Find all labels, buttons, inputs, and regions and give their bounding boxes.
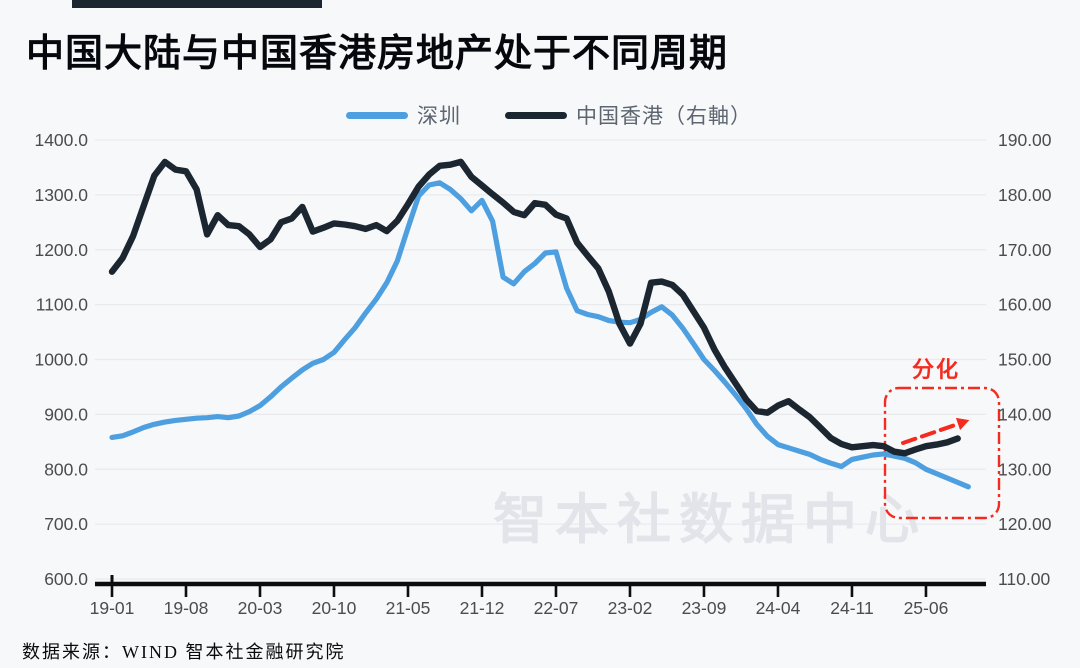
left-axis-tick-label: 1300.0 [34,185,88,205]
data-source-note: 数据来源：WIND 智本社金融研究院 [22,642,346,662]
left-axis-tick-label: 700.0 [44,514,88,534]
right-axis-tick-label: 190.00 [998,130,1052,150]
left-axis-tick-label: 600.0 [44,569,88,589]
x-axis-tick-label: 24-11 [830,598,873,618]
watermark-text: 智本社数据中心 [493,490,927,550]
chart-legend: 深圳 中国香港（右軸） [112,100,986,130]
x-axis-tick-label: 23-02 [608,598,653,618]
title-accent-bar [72,0,322,8]
right-axis-tick-label: 110.00 [998,569,1050,589]
x-axis-tick-label: 20-03 [238,598,283,618]
divergence-label: 分化 [912,357,960,382]
right-axis-tick-label: 180.00 [998,185,1052,205]
x-axis-tick-label: 19-01 [90,598,135,618]
shenzhen-line-swatch-icon [346,111,408,119]
left-axis-tick-label: 1100.0 [36,295,88,315]
series-line-shenzhen [109,180,971,490]
divergence-arrowhead [955,417,970,431]
legend-label-shenzhen: 深圳 [417,105,461,128]
divergence-arrow [901,422,960,445]
left-axis-tick-label: 1000.0 [34,350,88,370]
left-axis-tick-label: 1400.0 [34,130,88,150]
x-axis-tick-label: 21-12 [460,598,505,618]
legend-item-hongkong: 中国香港（右軸） [505,100,752,130]
right-axis-tick-label: 160.00 [998,295,1052,315]
x-axis-tick-label: 21-05 [386,598,431,618]
right-axis-tick-label: 130.00 [998,459,1052,479]
legend-label-hongkong: 中国香港（右軸） [576,105,752,128]
hongkong-line-swatch-icon [505,111,567,119]
chart-title: 中国大陆与中国香港房地产处于不同周期 [26,33,729,75]
x-axis-tick-label: 20-10 [312,598,357,618]
left-axis-tick-label: 800.0 [44,459,88,479]
left-axis-tick-label: 1200.0 [34,240,88,260]
right-axis-tick-label: 170.00 [998,240,1052,260]
right-axis-tick-label: 150.00 [998,350,1052,370]
x-axis-tick-label: 23-09 [682,598,727,618]
x-axis-tick-label: 22-07 [534,598,579,618]
series-line-hongkong [108,158,961,457]
left-axis-tick-label: 900.0 [44,404,88,424]
legend-item-shenzhen: 深圳 [346,100,461,130]
x-axis-tick-label: 24-04 [756,598,801,618]
right-axis-tick-label: 140.00 [998,404,1052,424]
x-axis-tick-label: 19-08 [164,598,209,618]
x-axis-tick-label: 25-06 [904,598,949,618]
right-axis-tick-label: 120.00 [998,514,1052,534]
